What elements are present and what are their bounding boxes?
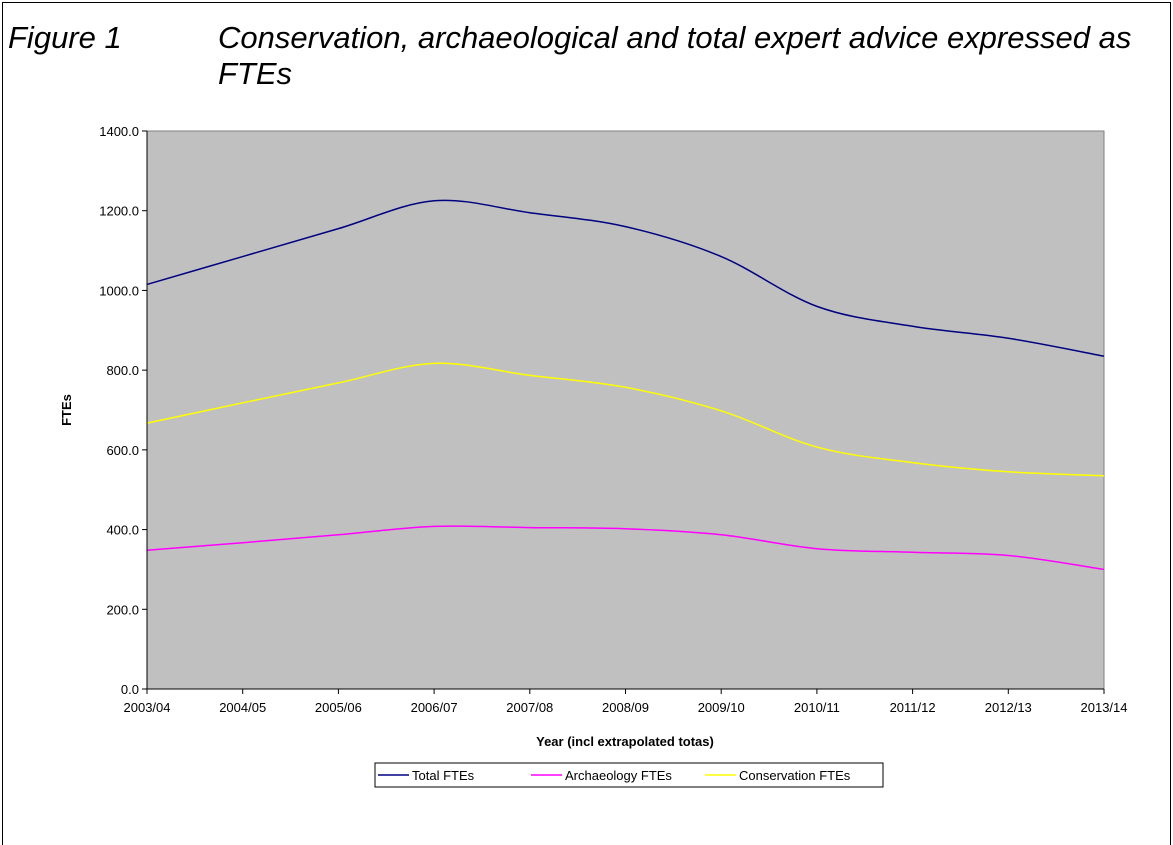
y-tick-label: 1200.0 — [99, 204, 139, 219]
legend-box — [374, 762, 884, 788]
y-tick-label: 600.0 — [106, 443, 139, 458]
y-tick-label: 1400.0 — [99, 124, 139, 139]
x-tick-label: 2005/06 — [315, 700, 362, 715]
y-tick-label: 1000.0 — [99, 283, 139, 298]
x-tick-label: 2006/07 — [411, 700, 458, 715]
x-tick-label: 2009/10 — [698, 700, 745, 715]
x-tick-label: 2004/05 — [219, 700, 266, 715]
legend-label: Archaeology FTEs — [565, 768, 672, 783]
x-tick-label: 2011/12 — [890, 700, 936, 715]
x-tick-label: 2013/14 — [1081, 700, 1128, 715]
series-line-conservation-ftes — [146, 362, 1105, 477]
x-tick-label: 2007/08 — [506, 700, 553, 715]
series-layer — [146, 199, 1105, 571]
series-line-total-ftes — [146, 199, 1105, 357]
x-tick-label: 2008/09 — [602, 700, 649, 715]
x-tick-label: 2010/11 — [794, 700, 840, 715]
x-tick-label: 2012/13 — [985, 700, 1032, 715]
y-axis-title: FTEs — [59, 394, 74, 426]
legend-label: Total FTEs — [412, 768, 475, 783]
y-tick-label: 200.0 — [106, 602, 139, 617]
y-ticks: 0.0 200.0 400.0 600.0 800.0 1000.0 1200.0 1400.… — [99, 124, 147, 697]
legend-label: Conservation FTEs — [739, 768, 851, 783]
y-tick-label: 400.0 — [106, 523, 139, 538]
x-ticks: 2003/04 2004/05 2005/06 2006/07 2007/08 2008/… — [124, 689, 1128, 715]
figure-title: Conservation, archaeological and total e… — [218, 20, 1132, 91]
figure-label: Figure 1 — [8, 20, 122, 55]
x-axis-title: Year (incl extrapolated totas) — [536, 734, 714, 749]
x-tick-label: 2003/04 — [124, 700, 171, 715]
y-tick-label: 0.0 — [121, 682, 139, 697]
y-tick-label: 800.0 — [106, 363, 139, 378]
legend: Total FTEs Archaeology FTEs Conservation F… — [374, 762, 884, 788]
plot-area — [146, 130, 1105, 690]
series-line-archaeology-ftes — [146, 525, 1105, 571]
